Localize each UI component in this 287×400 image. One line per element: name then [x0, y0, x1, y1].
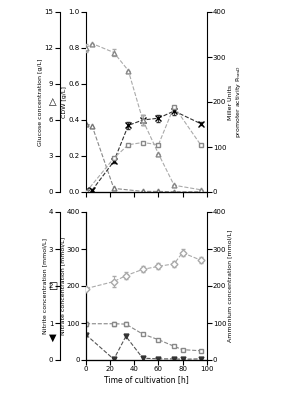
Y-axis label: Glucose concentration [g/L]: Glucose concentration [g/L] — [38, 58, 43, 146]
Y-axis label: Nitrate concentration [mmol/L]: Nitrate concentration [mmol/L] — [60, 237, 65, 335]
X-axis label: Time of cultivation [h]: Time of cultivation [h] — [104, 375, 189, 384]
Text: □: □ — [48, 281, 57, 291]
Y-axis label: CDW [g/L]: CDW [g/L] — [62, 86, 67, 118]
Text: ▼: ▼ — [49, 333, 56, 343]
Text: △: △ — [49, 97, 56, 107]
Y-axis label: Ammonium concentration [mmol/L]: Ammonium concentration [mmol/L] — [228, 230, 233, 342]
Text: △: △ — [49, 97, 56, 107]
Y-axis label: Miller Units
promoter activity P$_{nasD}$: Miller Units promoter activity P$_{nasD}… — [228, 66, 243, 138]
Y-axis label: Nitrite concentration [mmol/L]: Nitrite concentration [mmol/L] — [42, 238, 47, 334]
